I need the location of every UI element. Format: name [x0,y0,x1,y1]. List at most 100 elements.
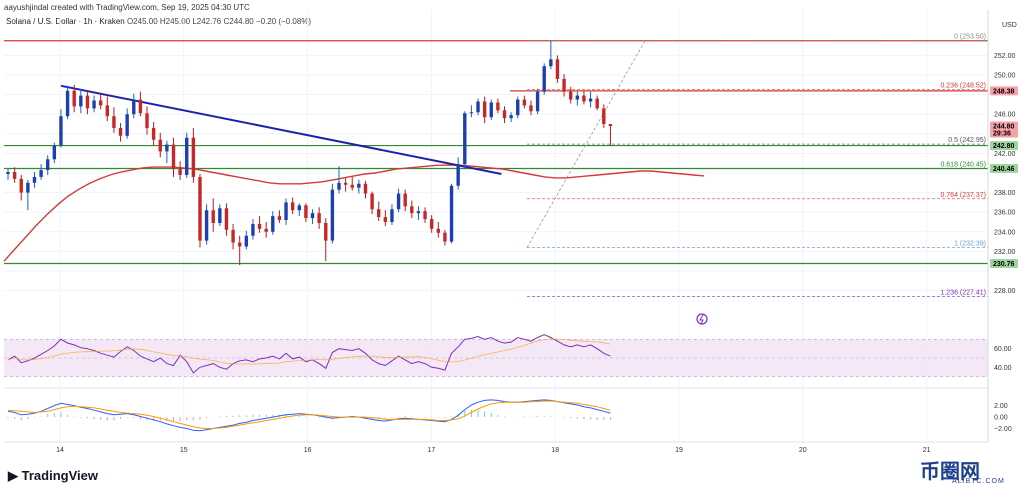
candle-body [284,202,288,221]
candle-body [125,114,129,136]
candle-body [271,216,275,232]
time-axis[interactable]: 14 15 16 17 18 19 20 21 [56,447,930,454]
candle [562,74,566,97]
candle-body [416,211,421,214]
candle-body [204,210,209,241]
rsi-tick-label: 40.00 [994,365,1012,372]
watermark-logo: 币圈网 [920,461,980,483]
support-resistance-levels [4,40,988,265]
price-axis[interactable]: 252.00 250.00 246.00 242.00 238.00 236.00 234.… [987,10,1016,442]
candle [46,155,50,175]
macd-tick-label: 0.00 [994,415,1008,422]
fib-label: 0 (253.50) [954,34,986,41]
candle [357,179,361,194]
y-tick-label: 242.00 [994,151,1016,158]
candle-body [224,208,229,230]
price-tag-text: 230.76 [993,261,1015,268]
y-tick-label: 228.00 [994,288,1016,295]
candle [132,93,136,119]
price-tag-text: 240.46 [993,166,1015,173]
candle [482,96,487,124]
x-tick-label: 16 [304,447,312,454]
candle [496,98,500,114]
candle-body [105,105,109,117]
candle-body [562,78,566,92]
candle [65,85,70,120]
candle [502,106,507,124]
candle [185,132,189,178]
candle [158,132,162,158]
candle [377,201,381,222]
candle [19,174,23,201]
x-tick-label: 21 [923,447,931,454]
tv-logo-icon: ▶︎ [8,468,18,483]
candle-body [290,202,295,211]
flash-icon[interactable] [696,313,708,325]
candle-body [112,116,116,128]
candle-body [257,223,262,229]
candle [443,229,447,246]
candle-body [370,193,374,210]
tradingview-logo[interactable]: ▶︎ TradingView [8,468,98,483]
candle [105,96,109,122]
candle-body [608,124,613,126]
candle [608,124,613,146]
symbol-legend[interactable]: Solana / U.S. Dollar · 1h · Kraken O245.… [6,17,311,26]
x-tick-label: 19 [675,447,683,454]
candle [410,200,414,219]
candle [118,123,123,142]
candle [509,112,513,123]
candle-body [158,139,162,152]
fib-label: 0.618 (240.45) [940,162,986,169]
candle-body [522,99,527,106]
candle-body [26,182,30,193]
grid [4,10,988,442]
y-tick-label: 238.00 [994,190,1016,197]
candle [569,86,573,104]
candle-body [52,145,57,160]
candle [231,223,235,250]
candle [337,166,341,194]
candle-body [145,113,149,128]
price-tag-bg [990,141,1018,151]
candle-body [542,66,546,92]
candle-body [403,193,407,207]
price-tag-text: 242.80 [993,143,1015,150]
candle-body [238,242,242,247]
candle-body [602,108,606,125]
candle-body [12,172,17,179]
macd-pane [4,399,988,443]
candle-body [32,176,37,183]
candle [582,90,586,105]
candle [59,109,63,148]
rsi-smoothed-line [7,338,611,365]
candle-body [569,91,573,100]
candle-body [277,216,282,221]
candle-body [496,102,500,111]
candle-body [582,95,586,102]
candle [12,167,17,183]
candle [304,203,308,222]
ohlc-values: O245.00 H245.00 L242.76 C244.80 −0.20 (−… [126,17,312,26]
candle [403,189,407,212]
candle [257,216,262,233]
candle-body [6,172,10,174]
candle-body [377,209,381,218]
candle [251,219,255,240]
candle-body [555,59,560,79]
candle-body [482,101,487,118]
watermark-sub: ALIBTC.COM [952,478,1005,485]
candle [151,122,156,146]
candle-body [165,144,169,152]
candle-body [595,98,599,109]
y-tick-label: 236.00 [994,210,1016,217]
x-tick-label: 20 [799,447,807,454]
candle-body [549,59,553,67]
rsi-tick-label: 60.00 [994,346,1012,353]
candle-body [59,116,63,146]
candle [324,218,328,262]
candle [549,40,553,70]
candle-body [151,127,156,140]
